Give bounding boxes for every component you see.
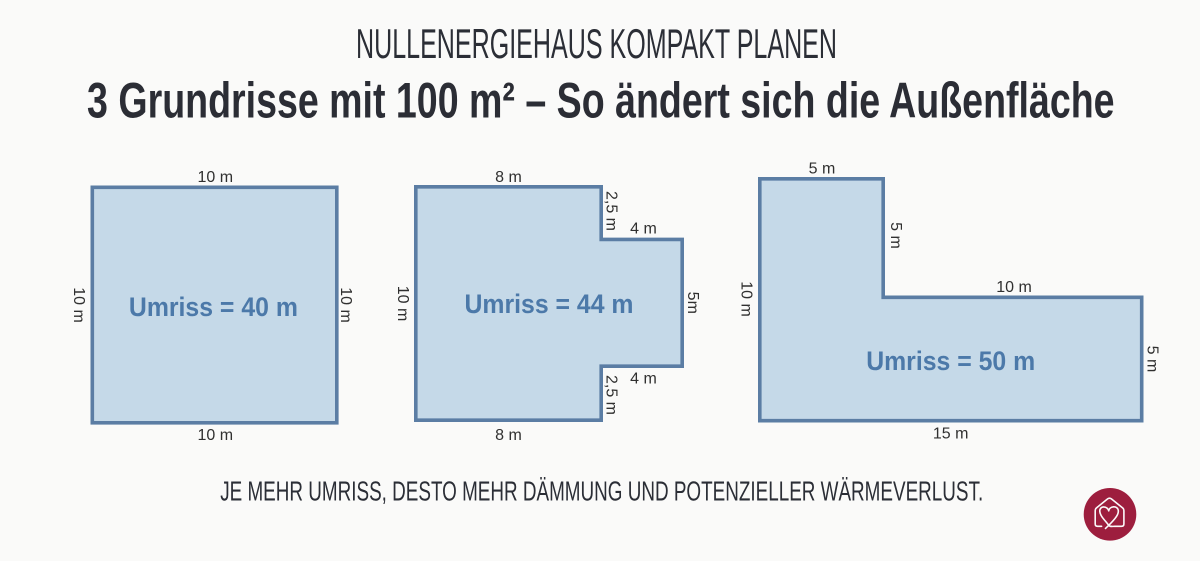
- svg-text:5 m: 5 m: [809, 161, 836, 178]
- svg-text:2,5 m: 2,5 m: [603, 191, 620, 231]
- svg-text:8 m: 8 m: [495, 427, 522, 444]
- svg-text:10 m: 10 m: [738, 281, 755, 317]
- svg-text:2,5 m: 2,5 m: [603, 375, 620, 415]
- svg-text:NULLENERGIEHAUS KOMPAKT PLANEN: NULLENERGIEHAUS KOMPAKT PLANEN: [356, 20, 837, 67]
- svg-text:10 m: 10 m: [996, 279, 1032, 296]
- svg-text:Umriss = 50 m: Umriss = 50 m: [866, 346, 1035, 376]
- svg-text:Umriss = 40 m: Umriss = 40 m: [129, 292, 298, 322]
- svg-text:4 m: 4 m: [630, 221, 657, 238]
- svg-text:10 m: 10 m: [198, 427, 234, 444]
- svg-text:3 Grundrisse mit 100 m² – So ä: 3 Grundrisse mit 100 m² – So ändert sich…: [87, 73, 1115, 129]
- svg-text:10 m: 10 m: [337, 287, 354, 323]
- svg-text:5 m: 5 m: [1144, 346, 1161, 373]
- svg-text:Umriss = 44 m: Umriss = 44 m: [465, 289, 634, 319]
- svg-text:10 m: 10 m: [198, 169, 234, 186]
- svg-text:15 m: 15 m: [933, 426, 969, 443]
- svg-text:4 m: 4 m: [630, 370, 657, 387]
- svg-text:10 m: 10 m: [394, 286, 411, 322]
- svg-text:5m: 5m: [684, 292, 701, 314]
- svg-text:8 m: 8 m: [495, 169, 522, 186]
- svg-text:5 m: 5 m: [887, 222, 904, 249]
- svg-text:JE MEHR UMRISS, DESTO MEHR DÄM: JE MEHR UMRISS, DESTO MEHR DÄMMUNG UND P…: [220, 476, 983, 507]
- svg-text:10 m: 10 m: [70, 287, 87, 323]
